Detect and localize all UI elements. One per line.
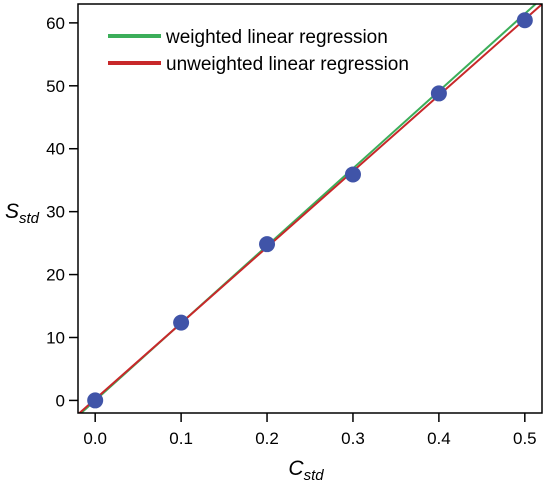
x-tick-label: 0.3 (341, 429, 365, 448)
data-point (430, 85, 447, 102)
x-tick-label: 0.0 (83, 429, 107, 448)
y-tick-label: 30 (46, 203, 65, 222)
x-tick-label: 0.2 (255, 429, 279, 448)
x-tick-label: 0.1 (169, 429, 193, 448)
plot-frame (77, 3, 543, 414)
y-axis-ticks: 0 10 20 30 40 50 60 (46, 14, 78, 410)
x-axis-title: Cstd (288, 457, 324, 484)
legend: weighted linear regression unweighted lin… (108, 27, 409, 75)
y-tick-label: 0 (56, 391, 65, 410)
legend-label-weighted: weighted linear regression (165, 27, 388, 48)
y-tick-label: 40 (46, 140, 65, 159)
y-axis-title-main: S (5, 200, 19, 223)
data-point (87, 392, 104, 409)
y-axis-title-sub: std (19, 210, 40, 227)
unweighted-regression-line (78, 4, 542, 413)
y-tick-label: 10 (46, 328, 65, 347)
x-axis-title-sub: std (304, 467, 325, 484)
x-axis-title-main: C (288, 457, 304, 480)
y-tick-label: 50 (46, 77, 65, 96)
y-tick-label: 20 (46, 266, 65, 285)
regression-lines (78, 4, 542, 413)
x-tick-label: 0.4 (427, 429, 451, 448)
data-point (173, 314, 190, 331)
x-tick-label: 0.5 (513, 429, 537, 448)
data-point (259, 236, 276, 253)
legend-label-unweighted: unweighted linear regression (166, 54, 409, 75)
data-point (344, 166, 361, 183)
y-tick-label: 60 (46, 14, 65, 33)
x-axis-ticks: 0.0 0.1 0.2 0.3 0.4 0.5 (83, 413, 537, 448)
data-points (87, 12, 533, 409)
data-point (516, 12, 533, 29)
y-axis-title: Sstd (5, 200, 40, 227)
